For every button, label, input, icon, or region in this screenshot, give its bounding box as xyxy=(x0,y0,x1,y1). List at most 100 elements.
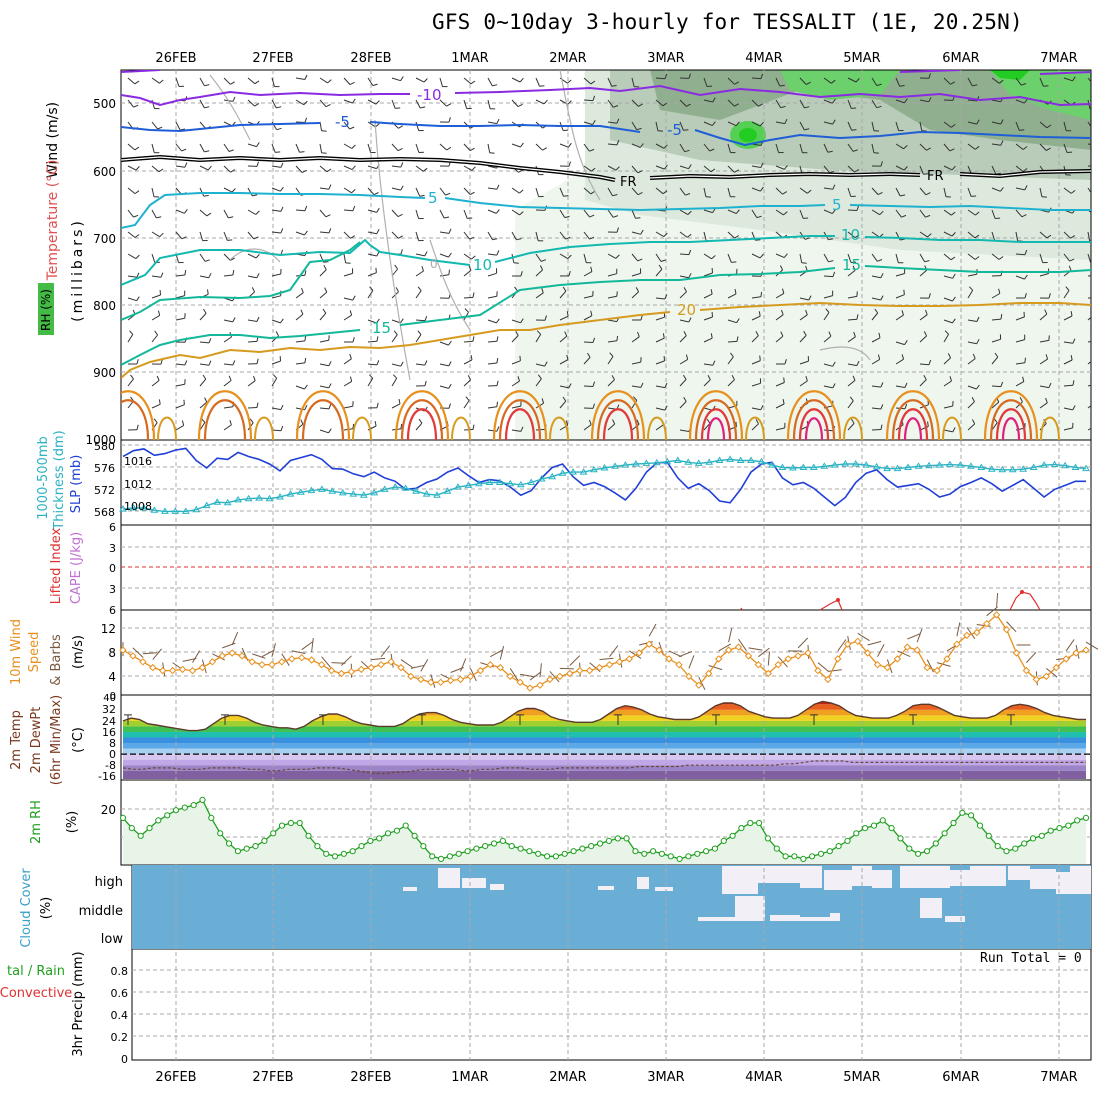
wind-barb-flag xyxy=(1072,76,1076,82)
wind-barb-flag xyxy=(373,192,379,196)
wind-barb xyxy=(727,293,737,299)
wind-barb-flag xyxy=(230,81,235,85)
temp-minmax-marker xyxy=(124,714,132,725)
wind-barb xyxy=(463,269,472,277)
rh2m-point xyxy=(252,843,259,850)
wind-barb xyxy=(247,209,257,215)
wind-barb-flag xyxy=(1097,162,1099,167)
wind10-point xyxy=(526,684,534,692)
wind-barb-flag xyxy=(640,382,644,388)
rh2m-point xyxy=(376,835,383,842)
wind-barb xyxy=(1015,362,1025,365)
thickness-point xyxy=(652,458,661,466)
wind-barb-flag xyxy=(351,165,356,170)
wind-barb-flag xyxy=(448,117,451,123)
temp-contour-loop xyxy=(798,408,830,440)
y-tick: 1000 xyxy=(85,433,116,447)
rh2m-point xyxy=(1082,814,1090,822)
rh2m-point xyxy=(862,825,869,832)
thickness-point xyxy=(799,463,808,470)
temp-contour-loop xyxy=(352,416,372,440)
wind-barb-flag xyxy=(465,396,470,401)
wind-barb-flag xyxy=(880,382,884,388)
wind-barb-flag xyxy=(1095,213,1099,216)
rh2m-point xyxy=(544,853,551,860)
wind10-point xyxy=(1022,666,1031,675)
wind-barb-flag xyxy=(304,335,307,341)
wind-barb-flag xyxy=(879,210,884,216)
wind-barb xyxy=(343,187,352,194)
wind10-point xyxy=(804,649,812,657)
wind10-point xyxy=(228,649,236,657)
rh2m-point xyxy=(429,853,436,860)
wind-barb-flag xyxy=(1097,336,1098,341)
wind-barb-flag xyxy=(232,270,235,276)
wind10-point xyxy=(516,678,524,687)
wind-barb-flag xyxy=(328,383,332,389)
wind-barb xyxy=(991,422,998,431)
thickness-axis-label2: Thickness (dm) xyxy=(52,430,67,530)
temp-contour-loop xyxy=(197,390,253,440)
wind-barb xyxy=(319,77,328,84)
wind-barb xyxy=(631,231,641,235)
date-label-top: 3MAR xyxy=(647,51,684,66)
wind-barb-flag xyxy=(735,121,740,127)
thickness-point xyxy=(1050,460,1059,468)
rh2m-point xyxy=(243,845,250,852)
thickness-point xyxy=(1071,463,1080,470)
wind-barb-flag xyxy=(828,260,834,263)
cloud-gap xyxy=(900,866,950,888)
wind-barb-flag xyxy=(253,375,256,381)
wind10-barb xyxy=(857,632,870,642)
wind-barb xyxy=(679,143,686,152)
wind10-barb xyxy=(400,659,413,668)
wind10-point xyxy=(446,676,455,685)
wind10-point xyxy=(992,611,1001,619)
wind-barb xyxy=(919,209,926,218)
wind-barb xyxy=(223,187,233,193)
temp-band xyxy=(123,701,1086,705)
wind-barb-flag xyxy=(877,354,881,360)
wind-barb xyxy=(1039,143,1047,151)
wind-barb-flag xyxy=(275,151,281,153)
wind-barb-flag xyxy=(828,238,834,241)
wind-barb xyxy=(727,356,734,365)
wind-barb xyxy=(535,143,543,151)
wind-barb-flag xyxy=(517,103,523,108)
thickness-point xyxy=(516,480,525,488)
wind-barb-flag xyxy=(854,169,860,173)
thickness-point xyxy=(632,460,640,467)
wind-barb-flag xyxy=(328,404,332,410)
rh2m-units: (%) xyxy=(65,811,80,834)
wind-barb-flag xyxy=(1022,168,1028,172)
wind-barb-flag xyxy=(851,418,855,424)
thickness-point xyxy=(391,483,400,490)
wind-barb-flag xyxy=(638,103,643,107)
rh2m-point xyxy=(853,830,860,837)
rh2m-point xyxy=(146,825,153,832)
wind-barb xyxy=(1039,187,1043,197)
wind-barb-flag xyxy=(976,316,980,322)
wind-barb xyxy=(295,362,305,365)
slp-line xyxy=(122,447,1086,507)
wind-barb-flag xyxy=(395,287,399,293)
thickness-point xyxy=(715,456,724,463)
wind-barb-flag xyxy=(662,190,668,195)
wind-barb xyxy=(655,424,664,431)
wind-barb xyxy=(967,319,977,322)
wind10-barb xyxy=(301,641,314,651)
wind10-barb xyxy=(231,631,239,646)
wind-barb-flag xyxy=(758,311,761,317)
wind10-barb xyxy=(291,650,306,654)
temp-contour-loop xyxy=(688,390,744,440)
wind-barb-flag xyxy=(1093,194,1098,195)
wind-barb-flag xyxy=(160,272,164,278)
wind-barb xyxy=(679,319,689,323)
wind-barb xyxy=(367,290,374,299)
wind10-point xyxy=(724,646,733,654)
wind-barb xyxy=(415,253,425,257)
wind-barb xyxy=(775,187,783,195)
wind-barb-flag xyxy=(204,150,210,153)
y-tick: 1016 xyxy=(124,455,152,468)
rh2m-point xyxy=(314,843,321,850)
